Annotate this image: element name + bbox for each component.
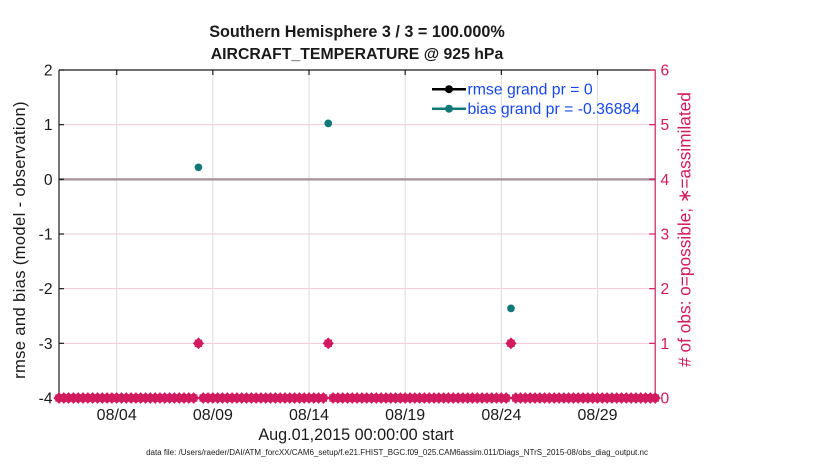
svg-text:6: 6 [661,63,670,80]
svg-text:4: 4 [661,172,670,189]
svg-text:0: 0 [661,391,670,408]
svg-text:bias grand pr = -0.36884: bias grand pr = -0.36884 [468,101,641,118]
svg-text:0: 0 [44,172,53,189]
svg-text:08/09: 08/09 [193,407,233,424]
svg-text:Aug.01,2015 00:00:00 start: Aug.01,2015 00:00:00 start [258,426,454,444]
svg-text:08/19: 08/19 [385,407,425,424]
svg-text:5: 5 [661,117,670,134]
svg-text:-2: -2 [39,281,53,298]
svg-text:AIRCRAFT_TEMPERATURE @ 925 hPa: AIRCRAFT_TEMPERATURE @ 925 hPa [211,46,504,63]
svg-text:-3: -3 [39,336,53,353]
svg-text:# of obs: o=possible; ∗=assimi: # of obs: o=possible; ∗=assimilated [675,92,695,367]
svg-text:-4: -4 [39,391,53,408]
svg-text:Southern Hemisphere 3 / 3 = 10: Southern Hemisphere 3 / 3 = 100.000% [209,23,505,41]
svg-text:-1: -1 [39,227,53,244]
svg-text:data file: /Users/raeder/DAI/A: data file: /Users/raeder/DAI/ATM_forcXX/… [146,448,648,457]
svg-text:08/29: 08/29 [577,407,617,424]
svg-text:08/24: 08/24 [481,407,521,424]
svg-text:08/14: 08/14 [289,407,329,424]
svg-text:08/04: 08/04 [97,407,137,424]
svg-text:2: 2 [44,63,53,80]
svg-text:2: 2 [661,281,670,298]
svg-text:rmse and bias (model - observa: rmse and bias (model - observation) [10,101,29,379]
svg-text:rmse grand pr = 0: rmse grand pr = 0 [468,82,593,99]
svg-text:1: 1 [661,336,670,353]
svg-text:3: 3 [661,227,670,244]
svg-text:1: 1 [44,117,53,134]
